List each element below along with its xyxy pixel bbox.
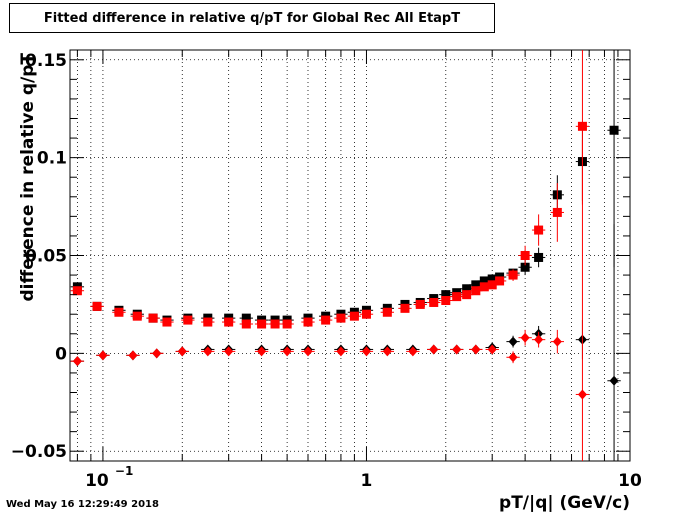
y-tick-label: 0.15 — [25, 51, 67, 71]
y-axis-label: difference in relative q/pT — [18, 53, 38, 302]
data-point-diamond — [336, 346, 346, 357]
data-point-diamond — [282, 346, 292, 357]
data-point-diamond — [487, 344, 497, 355]
data-point-diamond — [257, 346, 267, 357]
data-point-square — [72, 286, 82, 296]
y-tick-label: 0.05 — [25, 247, 67, 267]
data-point-square — [336, 313, 346, 323]
data-point-square — [203, 317, 213, 327]
data-point-square — [609, 125, 619, 135]
grid-lines — [70, 50, 631, 461]
y-tick-label: 0 — [55, 344, 67, 364]
data-point-square — [441, 296, 451, 306]
data-point-diamond — [98, 350, 108, 361]
x-tick-label: 10 — [618, 471, 642, 491]
x-tick-label-exponent: −1 — [115, 464, 133, 478]
series-1 — [70, 50, 621, 325]
data-point-square — [114, 307, 124, 317]
data-point-square — [132, 311, 142, 321]
data-point-square — [148, 313, 158, 323]
data-point-square — [552, 207, 562, 217]
data-point-square — [303, 317, 313, 327]
data-point-diamond — [429, 344, 439, 355]
data-point-square — [241, 313, 251, 323]
data-point-diamond — [224, 346, 234, 357]
data-point-diamond — [128, 350, 138, 361]
y-tick-label: −0.05 — [11, 442, 67, 462]
data-point-diamond — [361, 346, 371, 357]
data-point-square — [487, 274, 497, 284]
data-point-square — [162, 317, 172, 327]
data-point-diamond — [382, 346, 392, 357]
data-point-square — [415, 299, 425, 309]
data-point-diamond — [552, 336, 562, 347]
data-point-diamond — [508, 336, 518, 347]
data-point-square — [257, 319, 267, 329]
data-point-square — [479, 282, 489, 292]
data-point-square — [349, 311, 359, 321]
x-axis-label: pT/|q| (GeV/c) — [499, 493, 630, 513]
data-point-square — [471, 286, 481, 296]
data-point-square — [92, 301, 102, 311]
data-point-square — [270, 319, 280, 329]
x-tick-label: 1 — [361, 471, 373, 491]
data-point-square — [400, 303, 410, 313]
data-point-diamond — [152, 348, 162, 359]
data-point-square — [382, 307, 392, 317]
chart-title: Fitted difference in relative q/pT for G… — [9, 3, 495, 33]
data-point-square — [520, 251, 530, 260]
data-point-square — [471, 280, 481, 290]
data-point-diamond — [177, 346, 187, 357]
data-point-square — [452, 292, 462, 302]
data-point-square — [241, 319, 251, 329]
data-point-square — [282, 319, 292, 329]
data-point-square — [224, 317, 234, 327]
data-point-square — [534, 252, 544, 262]
data-point-square — [534, 225, 544, 235]
data-point-diamond — [520, 332, 530, 343]
data-point-square — [441, 290, 451, 300]
data-point-square — [361, 309, 371, 319]
data-point-square — [495, 276, 505, 286]
data-point-square — [508, 270, 518, 280]
data-point-square — [487, 280, 497, 290]
series-3 — [70, 50, 590, 329]
data-point-diamond — [72, 356, 82, 367]
x-tick-label: 10 — [85, 471, 109, 491]
data-point-square — [462, 290, 472, 300]
data-point-square — [520, 262, 530, 272]
axes: −0.05 0 0.05 0.1 0.15 10 −1 1 10 — [11, 50, 642, 491]
data-point-square — [429, 297, 439, 307]
data-point-square — [577, 121, 587, 131]
data-point-diamond — [508, 352, 518, 363]
timestamp: Wed May 16 12:29:49 2018 — [6, 499, 159, 510]
data-point-diamond — [203, 346, 213, 357]
data-point-square — [479, 276, 489, 286]
data-point-square — [462, 284, 472, 294]
data-point-diamond — [452, 344, 462, 355]
data-point-diamond — [471, 344, 481, 355]
data-point-diamond — [303, 346, 313, 357]
data-point-diamond — [577, 389, 587, 400]
data-points — [70, 50, 621, 461]
data-point-diamond — [534, 334, 544, 345]
data-point-diamond — [609, 375, 619, 386]
data-point-diamond — [408, 346, 418, 357]
data-point-square — [321, 315, 331, 325]
data-point-square — [183, 315, 193, 325]
series-4 — [70, 140, 590, 461]
y-tick-label: 0.1 — [37, 149, 67, 169]
